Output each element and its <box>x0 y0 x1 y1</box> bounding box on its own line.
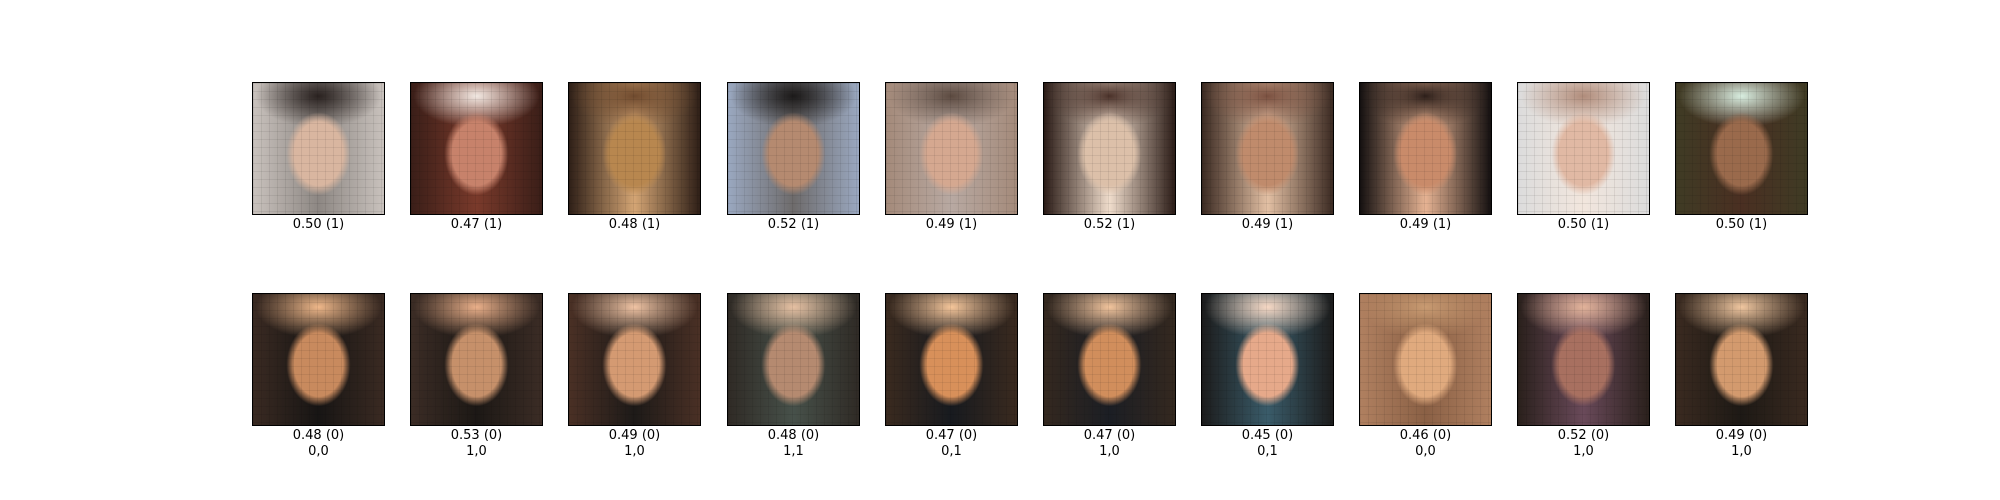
real-image-panel: 0.49 (1) <box>1201 82 1334 233</box>
face-thumbnail <box>1201 82 1334 215</box>
real-image-panel: 0.47 (1) <box>410 82 543 233</box>
face-thumbnail <box>1043 82 1176 215</box>
generated-image-panel: 0.45 (0) 0,1 <box>1201 293 1334 460</box>
generated-face-thumbnail <box>885 293 1018 426</box>
generated-face-thumbnail <box>1043 293 1176 426</box>
class-label: 1,0 <box>466 444 487 459</box>
face-thumbnail <box>727 82 860 215</box>
score-label: 0.50 (1) <box>292 217 345 232</box>
score-label: 0.48 (1) <box>608 217 661 232</box>
generated-face-thumbnail <box>1359 293 1492 426</box>
score-label: 0.50 (1) <box>1557 217 1610 232</box>
class-label: 0,1 <box>1257 444 1278 459</box>
generated-image-panel: 0.46 (0) 0,0 <box>1359 293 1492 460</box>
generated-face-thumbnail <box>727 293 860 426</box>
real-image-panel: 0.49 (1) <box>1359 82 1492 233</box>
real-image-panel: 0.50 (1) <box>252 82 385 233</box>
score-label: 0.49 (1) <box>1241 217 1294 232</box>
class-label: 1,1 <box>783 444 804 459</box>
score-label: 0.47 (1) <box>450 217 503 232</box>
score-label: 0.49 (1) <box>1399 217 1452 232</box>
class-label: 0,0 <box>308 444 329 459</box>
score-label: 0.52 (1) <box>1083 217 1136 232</box>
score-label: 0.48 (0) <box>767 428 820 443</box>
score-label: 0.50 (1) <box>1715 217 1768 232</box>
face-thumbnail <box>1359 82 1492 215</box>
generated-face-thumbnail <box>410 293 543 426</box>
score-label: 0.49 (1) <box>925 217 978 232</box>
generated-face-thumbnail <box>568 293 701 426</box>
real-image-panel: 0.50 (1) <box>1675 82 1808 233</box>
face-thumbnail <box>885 82 1018 215</box>
score-label: 0.48 (0) <box>292 428 345 443</box>
class-label: 1,0 <box>1099 444 1120 459</box>
generated-face-thumbnail <box>252 293 385 426</box>
generated-image-panel: 0.49 (0) 1,0 <box>568 293 701 460</box>
real-image-panel: 0.52 (1) <box>1043 82 1176 233</box>
real-image-panel: 0.52 (1) <box>727 82 860 233</box>
real-image-panel: 0.48 (1) <box>568 82 701 233</box>
score-label: 0.49 (0) <box>608 428 661 443</box>
generated-image-panel: 0.47 (0) 0,1 <box>885 293 1018 460</box>
class-label: 0,1 <box>941 444 962 459</box>
generated-image-panel: 0.48 (0) 1,1 <box>727 293 860 460</box>
class-label: 1,0 <box>1731 444 1752 459</box>
generated-face-thumbnail <box>1201 293 1334 426</box>
score-label: 0.47 (0) <box>1083 428 1136 443</box>
face-thumbnail <box>568 82 701 215</box>
generated-image-panel: 0.53 (0) 1,0 <box>410 293 543 460</box>
generated-image-panel: 0.49 (0) 1,0 <box>1675 293 1808 460</box>
face-thumbnail <box>1675 82 1808 215</box>
score-label: 0.46 (0) <box>1399 428 1452 443</box>
generated-face-thumbnail <box>1675 293 1808 426</box>
score-label: 0.47 (0) <box>925 428 978 443</box>
generated-image-panel: 0.47 (0) 1,0 <box>1043 293 1176 460</box>
class-label: 1,0 <box>624 444 645 459</box>
score-label: 0.45 (0) <box>1241 428 1294 443</box>
generated-image-panel: 0.48 (0) 0,0 <box>252 293 385 460</box>
face-thumbnail <box>252 82 385 215</box>
real-image-panel: 0.49 (1) <box>885 82 1018 233</box>
score-label: 0.49 (0) <box>1715 428 1768 443</box>
generated-image-panel: 0.52 (0) 1,0 <box>1517 293 1650 460</box>
face-thumbnail <box>1517 82 1650 215</box>
real-image-panel: 0.50 (1) <box>1517 82 1650 233</box>
score-label: 0.52 (1) <box>767 217 820 232</box>
score-label: 0.53 (0) <box>450 428 503 443</box>
class-label: 1,0 <box>1573 444 1594 459</box>
generated-face-thumbnail <box>1517 293 1650 426</box>
class-label: 0,0 <box>1415 444 1436 459</box>
face-thumbnail <box>410 82 543 215</box>
score-label: 0.52 (0) <box>1557 428 1610 443</box>
